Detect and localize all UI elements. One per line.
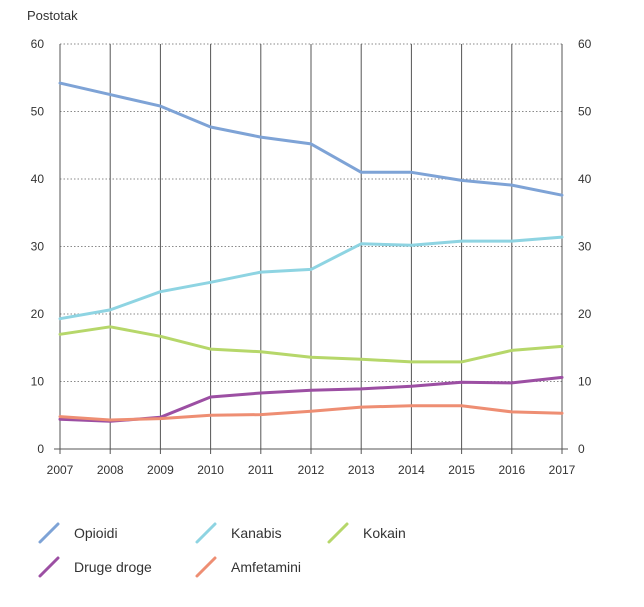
legend-item: Druge droge bbox=[38, 556, 152, 578]
y-axis-title: Postotak bbox=[27, 8, 78, 23]
y-tick-label-right: 40 bbox=[578, 172, 592, 186]
x-tick-label: 2011 bbox=[248, 463, 274, 477]
y-tick-label-right: 50 bbox=[578, 105, 592, 119]
y-tick-label-left: 10 bbox=[31, 375, 45, 389]
legend-label: Druge droge bbox=[74, 559, 152, 575]
series-line-kanabis bbox=[58, 235, 564, 321]
x-tick-label: 2009 bbox=[147, 463, 174, 477]
series-line-kokain bbox=[58, 325, 564, 364]
grid bbox=[59, 43, 563, 449]
y-tick-label-left: 40 bbox=[31, 172, 45, 186]
series-lines bbox=[58, 81, 564, 423]
x-tick-label: 2008 bbox=[97, 463, 124, 477]
x-tick-label: 2013 bbox=[348, 463, 375, 477]
legend-label: Kokain bbox=[363, 525, 406, 541]
legend-item: Kokain bbox=[327, 522, 406, 544]
legend-label: Kanabis bbox=[231, 525, 282, 541]
y-tick-label-right: 10 bbox=[578, 375, 592, 389]
legend-swatch bbox=[195, 556, 217, 578]
series-line-amfetamini bbox=[58, 404, 564, 422]
legend-item: Kanabis bbox=[195, 522, 282, 544]
x-tick-label: 2007 bbox=[47, 463, 74, 477]
y-tick-label-right: 30 bbox=[578, 240, 592, 254]
x-tick-label: 2010 bbox=[197, 463, 224, 477]
y-tick-label-left: 20 bbox=[31, 307, 45, 321]
y-tick-label-left: 50 bbox=[31, 105, 45, 119]
legend-label: Opioidi bbox=[74, 525, 118, 541]
y-tick-label-left: 0 bbox=[37, 442, 44, 456]
y-tick-label-right: 20 bbox=[578, 307, 592, 321]
legend-item: Amfetamini bbox=[195, 556, 301, 578]
y-tick-label-right: 60 bbox=[578, 37, 592, 51]
x-tick-label: 2017 bbox=[549, 463, 576, 477]
y-tick-label-right: 0 bbox=[578, 442, 585, 456]
legend-label: Amfetamini bbox=[231, 559, 301, 575]
x-tick-label: 2015 bbox=[448, 463, 475, 477]
series-line-opioidi bbox=[58, 81, 564, 197]
y-tick-label-left: 60 bbox=[31, 37, 45, 51]
legend-item: Opioidi bbox=[38, 522, 118, 544]
legend: Opioidi Kanabis Kokain Druge droge Amfetamin… bbox=[38, 522, 406, 578]
x-tick-label: 2012 bbox=[298, 463, 325, 477]
axes: 0 0 10 10 20 20 30 30 40 40 50 50 60 60 2007 2008 2009 20… bbox=[31, 37, 592, 477]
x-tick-label: 2016 bbox=[498, 463, 525, 477]
legend-swatch bbox=[38, 556, 60, 578]
legend-swatch bbox=[327, 522, 349, 544]
legend-swatch bbox=[195, 522, 217, 544]
x-tick-label: 2014 bbox=[398, 463, 425, 477]
legend-swatch bbox=[38, 522, 60, 544]
y-tick-label-left: 30 bbox=[31, 240, 45, 254]
